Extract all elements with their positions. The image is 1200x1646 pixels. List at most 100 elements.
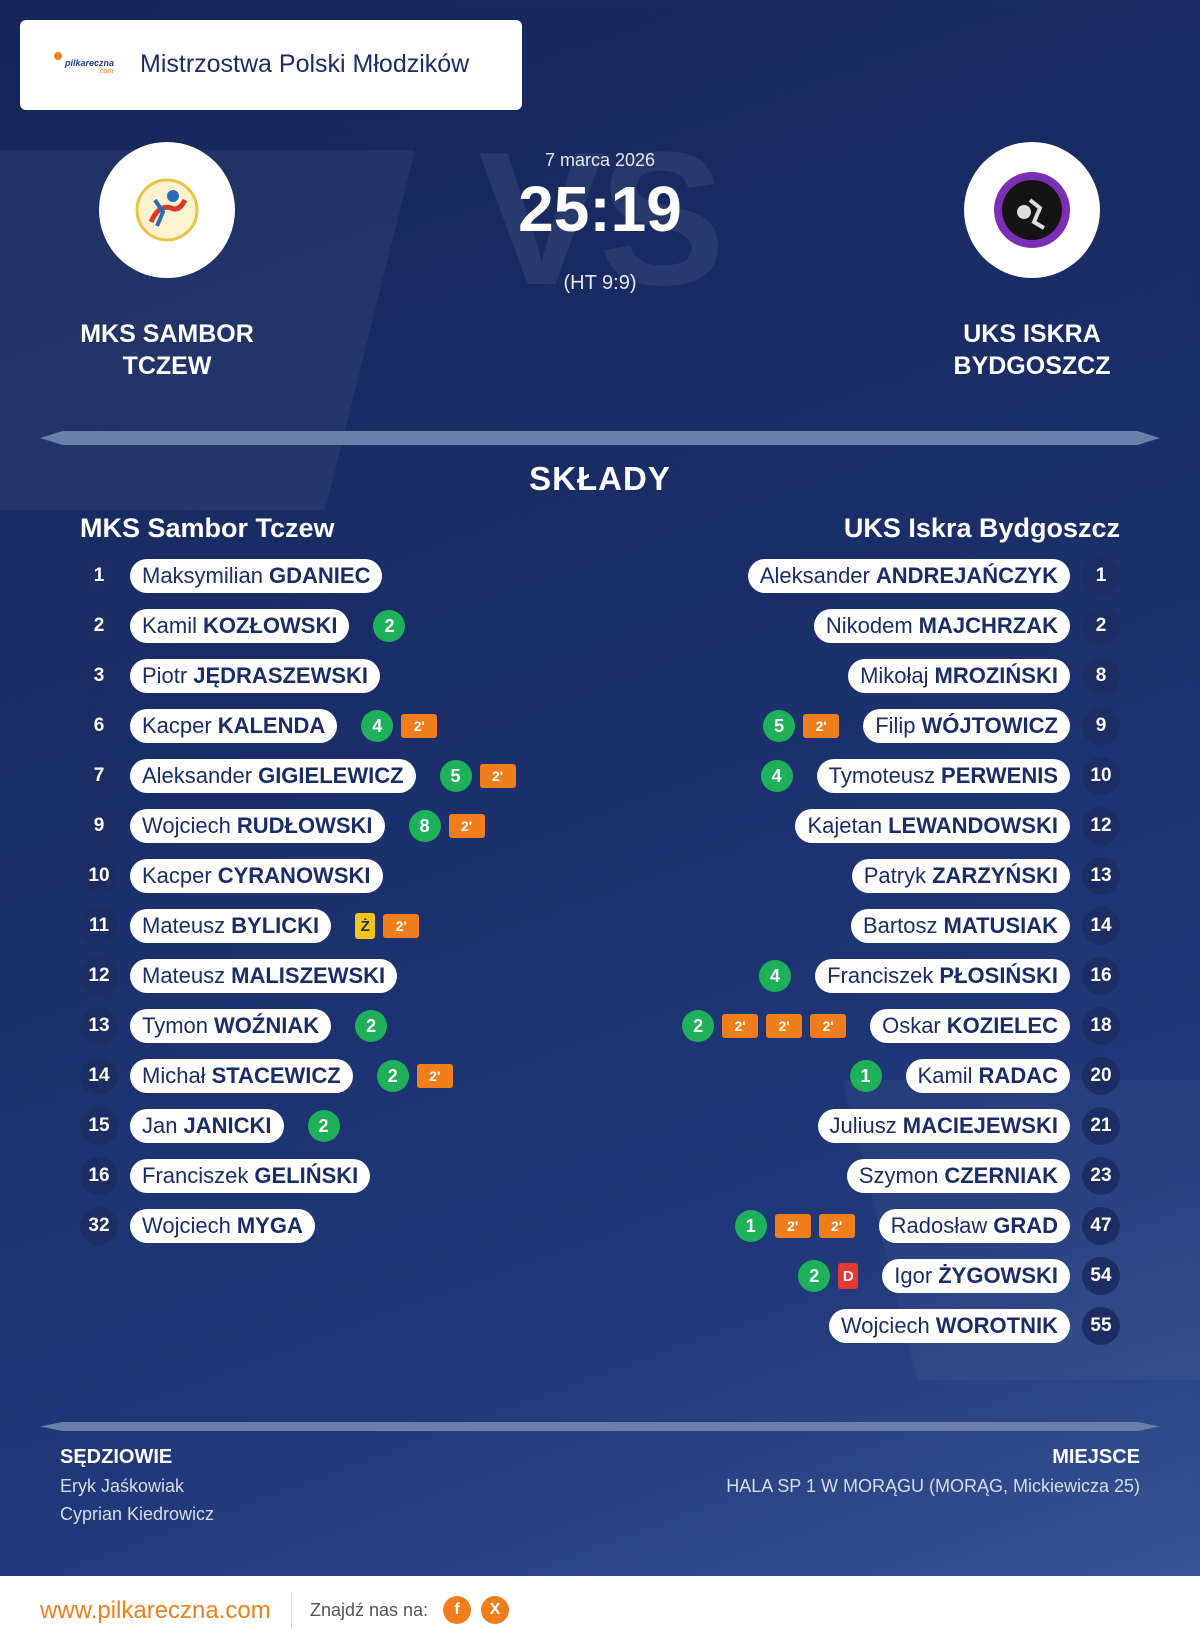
- handball-crest-icon: [135, 178, 199, 242]
- match-score: 25:19: [518, 173, 682, 245]
- away-team-crest: [964, 142, 1100, 278]
- player-last-name: GELIŃSKI: [254, 1163, 359, 1188]
- player-number: 18: [1082, 1007, 1120, 1045]
- player-events: 2: [373, 610, 406, 642]
- player-name: Mikołaj MROZIŃSKI: [848, 659, 1070, 693]
- player-row: 13 Tymon WOŹNIAK 2: [80, 1007, 388, 1045]
- suspension-badge: 2': [383, 914, 420, 938]
- player-first-name: Nikodem: [825, 613, 913, 638]
- player-number: 12: [1082, 807, 1120, 845]
- player-last-name: JĘDRASZEWSKI: [193, 663, 369, 688]
- home-team-name: MKS SAMBOR TCZEW: [80, 320, 254, 380]
- player-number: 54: [1082, 1257, 1120, 1295]
- player-row: 14 Bartosz MATUSIAK: [850, 907, 1120, 945]
- player-row: 11 Mateusz BYLICKI Ż 2': [80, 907, 420, 945]
- player-first-name: Radosław: [890, 1213, 988, 1238]
- suspension-badge: 2': [401, 714, 438, 738]
- player-events: 2: [307, 1110, 340, 1142]
- divider: [40, 1422, 1160, 1431]
- player-row: 16 Franciszek GELIŃSKI: [80, 1157, 371, 1195]
- x-icon[interactable]: X: [481, 1596, 509, 1624]
- player-last-name: RUDŁOWSKI: [236, 813, 373, 838]
- player-last-name: GDANIEC: [269, 563, 371, 588]
- player-number: 13: [80, 1007, 118, 1045]
- player-row: 55 Wojciech WOROTNIK: [828, 1307, 1120, 1345]
- player-events: 5 2': [763, 710, 840, 742]
- goals-badge: 1: [849, 1060, 882, 1092]
- player-first-name: Kamil: [142, 613, 198, 638]
- player-first-name: Kajetan: [807, 813, 883, 838]
- player-last-name: PERWENIS: [941, 763, 1058, 788]
- player-row: 20 Kamil RADAC 1: [849, 1057, 1120, 1095]
- player-row: 9 Filip WÓJTOWICZ 5 2': [763, 707, 1120, 745]
- player-row: 2 Kamil KOZŁOWSKI 2: [80, 607, 406, 645]
- yellow-card-badge: Ż: [355, 913, 376, 939]
- player-row: 1 Aleksander ANDREJAŃCZYK: [747, 557, 1120, 595]
- referees-heading: SĘDZIOWIE: [60, 1446, 173, 1468]
- player-number: 9: [1082, 707, 1120, 745]
- player-last-name: MYGA: [236, 1213, 303, 1238]
- player-number: 11: [80, 907, 118, 945]
- player-name: Michał STACEWICZ: [130, 1059, 353, 1093]
- divider: [40, 431, 1160, 445]
- player-number: 21: [1082, 1107, 1120, 1145]
- player-first-name: Mateusz: [142, 913, 226, 938]
- player-number: 8: [1082, 657, 1120, 695]
- suspension-badge: 2': [803, 714, 840, 738]
- suspension-badge: 2': [448, 814, 485, 838]
- player-name: Kacper KALENDA: [130, 709, 338, 743]
- player-row: 15 Jan JANICKI 2: [80, 1107, 340, 1145]
- player-first-name: Kacper: [142, 863, 212, 888]
- player-number: 13: [1082, 857, 1120, 895]
- player-name: Kamil RADAC: [905, 1059, 1070, 1093]
- facebook-icon[interactable]: f: [443, 1596, 471, 1624]
- player-row: 23 Szymon CZERNIAK: [846, 1157, 1120, 1195]
- site-logo[interactable]: pilkareczna .com: [50, 52, 142, 78]
- goals-badge: 2: [355, 1010, 388, 1042]
- player-name: Kamil KOZŁOWSKI: [130, 609, 350, 643]
- player-last-name: KOZIELEC: [946, 1013, 1058, 1038]
- player-number: 1: [1082, 557, 1120, 595]
- site-link[interactable]: www.pilkareczna.com: [40, 1597, 271, 1624]
- player-number: 16: [1082, 957, 1120, 995]
- away-team-name: UKS ISKRA BYDGOSZCZ: [953, 320, 1111, 380]
- player-events: 4 2': [361, 710, 438, 742]
- player-row: 8 Mikołaj MROZIŃSKI: [848, 657, 1120, 695]
- player-first-name: Tymon: [142, 1013, 209, 1038]
- player-row: 2 Nikodem MAJCHRZAK: [813, 607, 1120, 645]
- player-name: Igor ŻYGOWSKI: [882, 1259, 1070, 1293]
- player-last-name: KALENDA: [217, 713, 326, 738]
- player-last-name: MROZIŃSKI: [934, 663, 1058, 688]
- player-number: 9: [80, 807, 118, 845]
- player-last-name: STACEWICZ: [211, 1063, 341, 1088]
- player-row: 32 Wojciech MYGA: [80, 1207, 315, 1245]
- player-name: Wojciech RUDŁOWSKI: [130, 809, 385, 843]
- player-name: Tymoteusz PERWENIS: [816, 759, 1070, 793]
- player-row: 7 Aleksander GIGIELEWICZ 5 2': [80, 757, 516, 795]
- goals-badge: 2: [376, 1060, 409, 1092]
- goals-badge: 5: [439, 760, 472, 792]
- player-name: Aleksander ANDREJAŃCZYK: [747, 559, 1070, 593]
- player-last-name: RADAC: [978, 1063, 1058, 1088]
- player-row: 18 Oskar KOZIELEC 2 2' 2' 2': [682, 1007, 1120, 1045]
- spark-crest-icon: [994, 172, 1070, 248]
- player-number: 23: [1082, 1157, 1120, 1195]
- player-number: 15: [80, 1107, 118, 1145]
- player-first-name: Tymoteusz: [828, 763, 936, 788]
- player-events: 1: [849, 1060, 882, 1092]
- player-first-name: Jan: [142, 1113, 178, 1138]
- suspension-badge: 2': [810, 1014, 847, 1038]
- goals-badge: 1: [734, 1210, 767, 1242]
- referee-name: Cyprian Kiedrowicz: [60, 1504, 215, 1524]
- player-events: 4: [760, 760, 793, 792]
- player-row: 21 Juliusz MACIEJEWSKI: [817, 1107, 1120, 1145]
- venue-heading: MIEJSCE: [1052, 1446, 1140, 1468]
- player-number: 6: [80, 707, 118, 745]
- player-first-name: Wojciech: [142, 1213, 231, 1238]
- goals-badge: 2: [373, 610, 406, 642]
- player-row: 10 Tymoteusz PERWENIS 4: [760, 757, 1120, 795]
- player-name: Patryk ZARZYŃSKI: [851, 859, 1070, 893]
- suspension-badge: 2': [774, 1214, 811, 1238]
- player-first-name: Bartosz: [862, 913, 938, 938]
- player-number: 32: [80, 1207, 118, 1245]
